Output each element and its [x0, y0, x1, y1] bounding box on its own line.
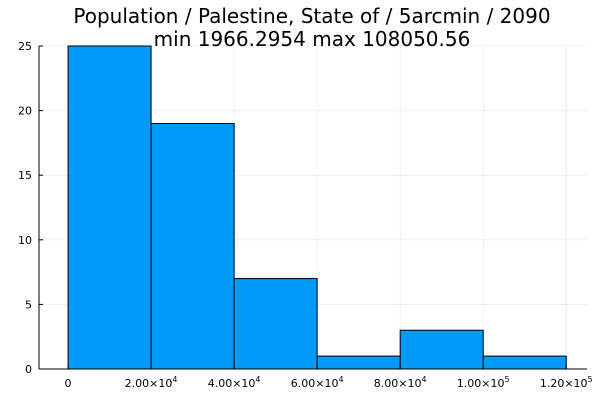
x-tick-label: 0	[65, 377, 72, 390]
y-tick-label: 10	[18, 234, 32, 247]
chart-subtitle: min 1966.2954 max 108050.56	[154, 27, 471, 51]
histogram-bar	[316, 355, 401, 370]
y-tick-labels: 0 5 10 15 20 25	[18, 40, 32, 376]
histogram-bar	[150, 123, 235, 370]
y-tick-label: 0	[25, 363, 32, 376]
x-tick-label: 8.00×104	[374, 375, 427, 390]
x-tick-labels: 0 2.00×104 4.00×104 6.00×104 8.00×104 1.00×10…	[65, 375, 593, 390]
histogram-bar	[399, 329, 484, 370]
y-tick-label: 15	[18, 169, 32, 182]
chart-title: Population / Palestine, State of / 5arcm…	[73, 4, 550, 28]
x-tick-label: 1.00×105	[457, 375, 510, 390]
y-tick-label: 5	[25, 298, 32, 311]
bars	[67, 45, 567, 370]
y-tick-label: 25	[18, 40, 32, 53]
y-tick-label: 20	[18, 105, 32, 118]
histogram-bar	[482, 355, 567, 370]
histogram-bar	[233, 278, 318, 370]
x-tick-label: 4.00×104	[208, 375, 261, 390]
histogram-bar	[67, 45, 152, 370]
x-tick-label: 2.00×104	[125, 375, 178, 390]
axes	[38, 45, 587, 370]
x-tick-label: 6.00×104	[291, 375, 344, 390]
x-tick-label: 1.20×105	[540, 375, 593, 390]
